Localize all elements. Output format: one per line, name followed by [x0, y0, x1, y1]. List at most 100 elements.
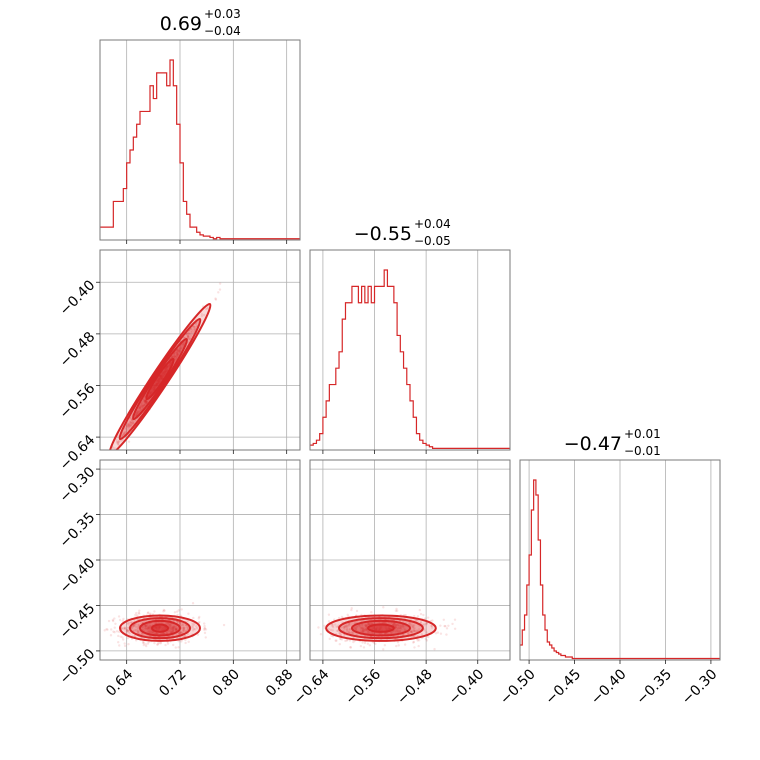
pair-1-point	[197, 617, 200, 620]
pair-2-point	[363, 628, 367, 632]
pair-1-point	[195, 627, 199, 630]
pair-2-point	[337, 616, 341, 620]
pair-0-point	[127, 440, 131, 443]
pair-1-marks	[103, 602, 226, 649]
pair-2-point	[370, 622, 373, 625]
pair-0-point	[172, 353, 175, 357]
pair-0-point	[138, 405, 141, 409]
pair-0-point	[179, 347, 182, 350]
pair-2-point	[362, 629, 365, 633]
pair-1-point	[170, 625, 173, 628]
pair-2-point	[317, 626, 320, 629]
pair-1-point	[171, 626, 174, 629]
xlabel-param1-tick-3: −0.40	[446, 666, 488, 708]
pair-2-point	[331, 626, 335, 629]
pair-0-point	[123, 431, 127, 434]
param-1-title-median: −0.55	[354, 223, 412, 245]
pair-2-point	[398, 629, 402, 633]
pair-1-point	[173, 611, 177, 614]
pair-1-point	[175, 627, 178, 631]
pair-1-point	[192, 616, 195, 620]
pair-2-point	[382, 648, 385, 651]
pair-0-point	[138, 406, 142, 410]
pair-1-point	[128, 631, 131, 635]
pair-2-point	[403, 624, 406, 627]
pair-1-point	[178, 621, 182, 624]
pair-2-point	[422, 613, 425, 617]
pair-2-point	[396, 623, 400, 626]
pair-2-point	[394, 625, 397, 628]
pair-2-point	[371, 631, 374, 635]
ticks-layer	[96, 240, 712, 664]
pair-1-point	[171, 625, 175, 629]
pair-1-point	[171, 629, 175, 633]
pair-1-point	[132, 624, 135, 628]
pair-1-point	[148, 624, 151, 628]
pair-2-point	[411, 630, 414, 633]
pair-0-point	[187, 338, 191, 341]
pair-2-point	[350, 623, 353, 626]
pair-0-point	[173, 355, 177, 358]
pair-1-point	[159, 642, 162, 645]
pair-0-point	[144, 400, 148, 403]
pair-1-point	[165, 631, 168, 635]
pair-2-point	[410, 625, 413, 628]
pair-0-point	[127, 423, 131, 426]
pair-1-point	[171, 643, 175, 647]
pair-1-point	[142, 641, 145, 645]
pair-0-point	[145, 401, 148, 405]
pair-1-point	[146, 626, 150, 629]
pair-0-point	[142, 398, 146, 401]
pair-1-point	[113, 617, 116, 620]
pair-1-point	[177, 632, 181, 636]
pair-0-point	[137, 407, 140, 410]
pair-2-point	[364, 624, 368, 628]
pair-1-point	[152, 631, 155, 634]
pair-1-point	[134, 639, 138, 642]
pair-1-point	[171, 626, 175, 629]
pair-1-point	[133, 624, 136, 627]
pair-2-point	[420, 633, 424, 636]
pair-2-point	[400, 627, 403, 631]
pair-1-point	[184, 641, 187, 645]
pair-2-point	[345, 624, 348, 627]
pair-2-point	[395, 627, 398, 630]
pair-1-point	[165, 621, 168, 625]
param-0-title-median: 0.69	[160, 13, 202, 35]
pair-0-point	[171, 354, 174, 358]
pair-0-point	[115, 441, 119, 444]
pair-1-point	[123, 642, 126, 645]
pair-2-point	[396, 626, 400, 629]
pair-2-point	[390, 621, 393, 625]
pair-2-point	[368, 622, 371, 626]
pair-1-point	[176, 613, 179, 617]
pair-2-point	[401, 625, 404, 628]
pair-2-point	[412, 641, 415, 644]
pair-0-point	[144, 399, 147, 402]
pair-0-point	[139, 404, 142, 408]
pair-2-point	[348, 628, 352, 631]
param-1-title-minus: −0.05	[414, 234, 451, 248]
pair-2-point	[359, 644, 363, 648]
pair-0-point	[173, 353, 177, 356]
pair-2-point	[360, 626, 364, 630]
pair-1-point	[135, 611, 138, 615]
pair-0-point	[190, 330, 194, 333]
pair-0-point	[173, 354, 176, 358]
pair-2-point	[407, 631, 411, 634]
pair-1-point	[150, 631, 153, 634]
pair-2-point	[367, 623, 371, 626]
pair-1-point	[146, 630, 149, 633]
pair-1-point	[105, 627, 108, 631]
pair-2-point	[329, 628, 333, 632]
pair-2-point	[362, 628, 365, 631]
pair-1-point	[118, 618, 122, 622]
pair-1-point	[170, 627, 174, 630]
pair-1-point	[181, 624, 184, 627]
pair-0-point	[116, 442, 120, 445]
pair-0-point	[143, 404, 146, 407]
pair-2-point	[343, 625, 346, 628]
pair-1-point	[138, 612, 141, 615]
pair-0-point	[189, 327, 193, 331]
